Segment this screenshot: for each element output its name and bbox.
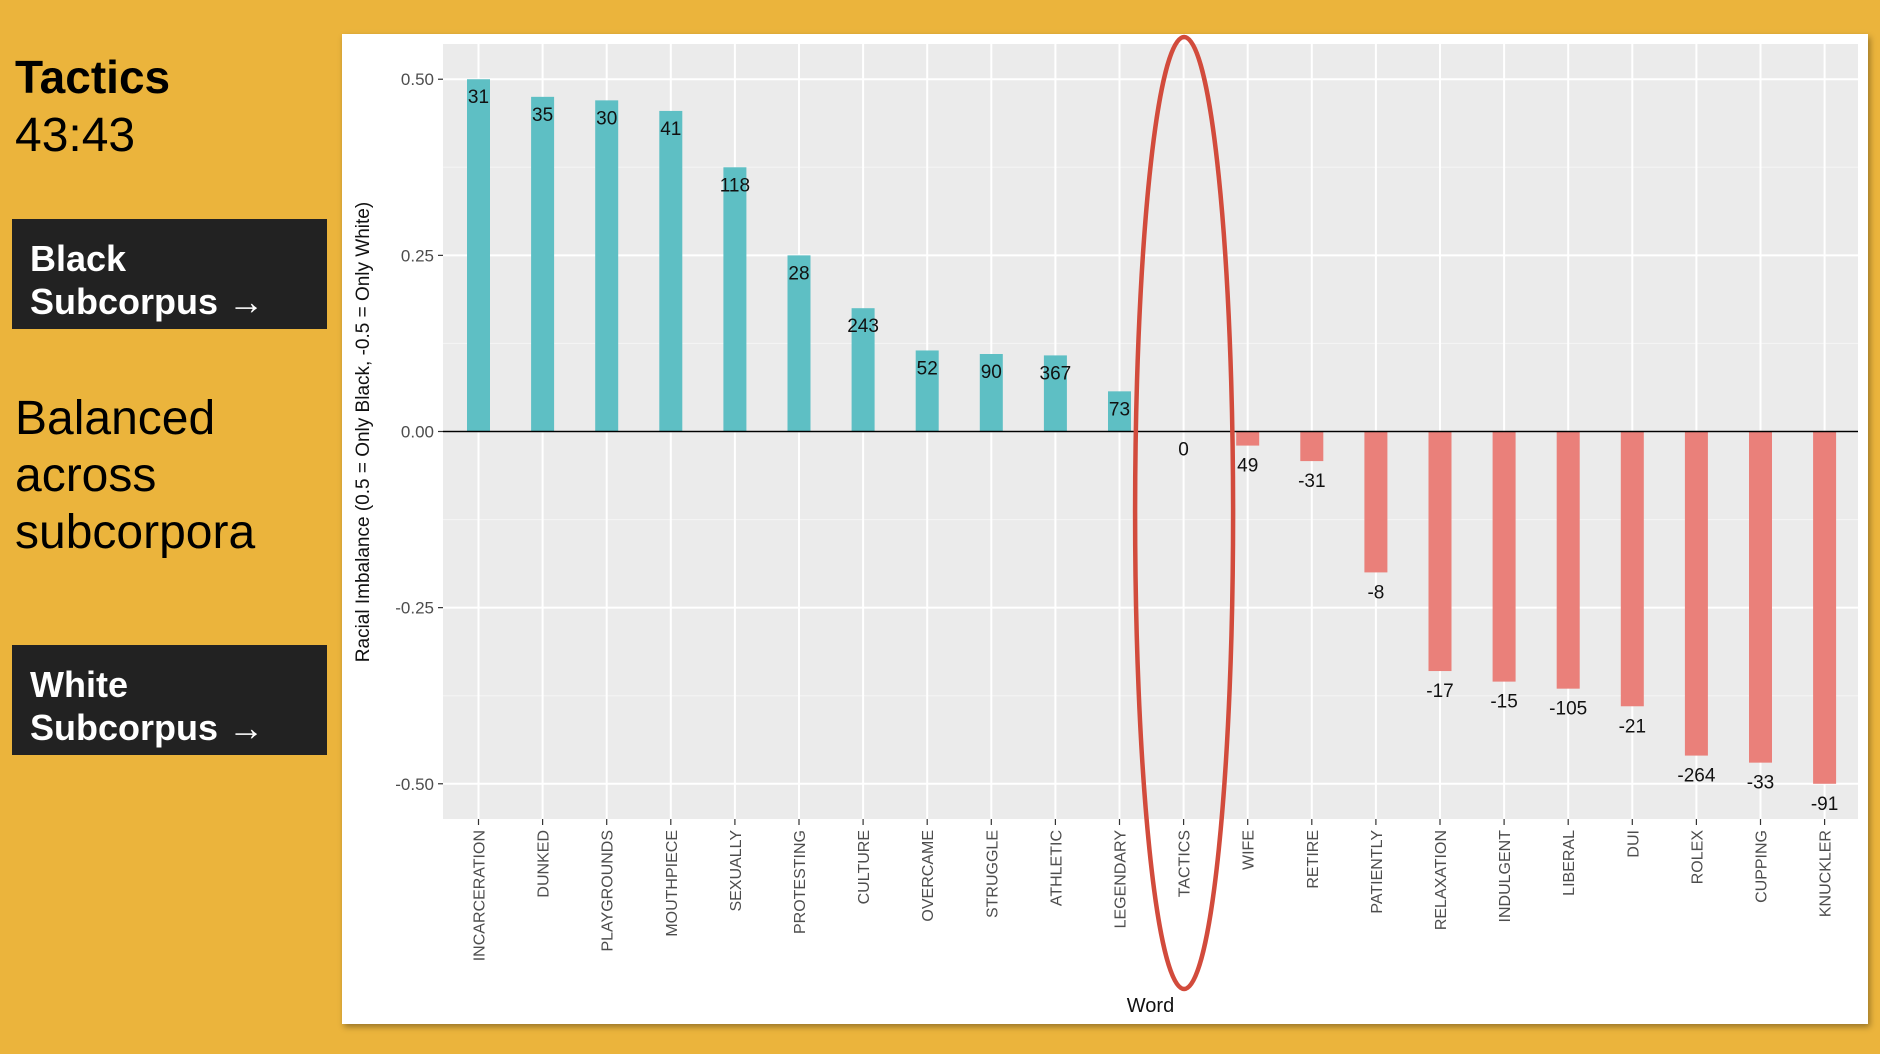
x-axis-label: Word [1127,995,1174,1017]
balanced-caption: Balanced across subcorpora [15,390,255,561]
data-label: -91 [1811,794,1838,815]
data-label: -33 [1747,773,1774,794]
x-tick-label: CULTURE [856,830,873,904]
data-label: 243 [847,316,879,337]
bar-wife [1236,431,1260,446]
data-label: 90 [981,362,1002,383]
black-label-line2: Subcorpus → [30,281,265,322]
balanced-line3: subcorpora [15,506,256,559]
bar-overcame [915,350,939,432]
data-label: 73 [1109,399,1130,420]
x-tick-label: ROLEX [1689,830,1706,885]
y-tick-label: 0.25 [401,246,434,265]
bar-knuckler [1813,431,1837,784]
x-tick-label: DUNKED [536,830,553,898]
data-label: 367 [1040,363,1072,384]
data-label: -105 [1549,699,1587,720]
bar-playgrounds [595,100,619,432]
x-tick-label: SEXUALLY [728,830,745,912]
data-label: -17 [1426,681,1453,702]
y-tick-label: -0.25 [395,599,434,618]
data-label: -8 [1367,582,1384,603]
data-label: -31 [1298,471,1325,492]
x-tick-label: LEGENDARY [1113,830,1130,929]
bar-indulgent [1492,431,1516,682]
data-label: 28 [788,263,809,284]
x-tick-label: PATIENTLY [1369,830,1386,914]
bar-struggle [979,354,1003,432]
data-label: 31 [468,87,489,108]
balanced-line2: across [15,449,157,502]
y-tick-label: 0.50 [401,70,434,89]
x-tick-label: INCARCERATION [472,830,489,961]
y-axis-label: Racial Imbalance (0.5 = Only Black, -0.5… [353,202,374,662]
bar-chart: -0.50 -0.25 0.00 0.25 0.50 31 35 30 41 118 28 243 52… [353,34,1858,1017]
bar-athletic [1043,355,1067,432]
bar-protesting [787,255,811,432]
x-tick-label: MOUTHPIECE [664,830,681,937]
white-label-line1: White [30,664,128,705]
x-tick-label: CUPPING [1754,830,1771,903]
bar-patiently [1364,431,1388,573]
x-tick-label: WIFE [1241,830,1258,870]
data-label: -264 [1677,766,1715,787]
bar-relaxation [1428,431,1452,672]
x-tick-label: INDULGENT [1497,830,1514,923]
x-tick-label: TACTICS [1177,830,1194,897]
x-tick-label: KNUCKLER [1818,830,1835,917]
x-tick-label: RELAXATION [1433,830,1450,930]
bar-culture [851,308,875,432]
bar-dui [1620,431,1644,707]
white-subcorpus-label: White Subcorpus → [12,645,327,755]
data-label: 52 [917,358,938,379]
sidebar-ratio: 43:43 [15,109,136,162]
bar-retire [1300,431,1324,462]
x-tick-label: LIBERAL [1561,830,1578,896]
x-tick-label: STRUGGLE [984,830,1001,918]
bar-incarceration [467,79,490,432]
y-tick-label: -0.50 [395,775,434,794]
highlight-ellipse [1132,34,1236,992]
data-label: -15 [1490,692,1517,713]
bar-mouthpiece [659,110,683,432]
data-label: 35 [532,105,553,126]
data-label: -21 [1619,716,1646,737]
sidebar-title: Tactics [15,51,171,103]
x-tick-label: ATHLETIC [1048,830,1065,906]
bar-dunked [531,96,555,432]
x-tick-label: DUI [1625,830,1642,858]
bar-legendary [1108,391,1131,432]
bar-sexually [723,167,747,432]
data-label: 41 [660,119,681,140]
y-tick-label: 0.00 [401,423,434,442]
x-tick-label: OVERCAME [920,830,937,922]
bar-liberal [1556,431,1580,689]
black-subcorpus-label: Black Subcorpus → [12,219,327,329]
black-label-line1: Black [30,238,127,279]
x-tick-label: RETIRE [1305,830,1322,889]
data-label: 49 [1237,456,1258,477]
bar-cupping [1749,431,1772,763]
chart-panel: -0.50 -0.25 0.00 0.25 0.50 31 35 30 41 118 28 243 52… [342,34,1868,1024]
balanced-line1: Balanced [15,392,216,445]
data-label: 118 [720,175,750,196]
x-tick-label: PROTESTING [792,830,809,934]
data-label: 30 [596,108,617,129]
bar-rolex [1684,431,1708,756]
data-label: 0 [1178,440,1189,461]
white-label-line2: Subcorpus → [30,707,265,748]
x-tick-label: PLAYGROUNDS [600,830,617,952]
